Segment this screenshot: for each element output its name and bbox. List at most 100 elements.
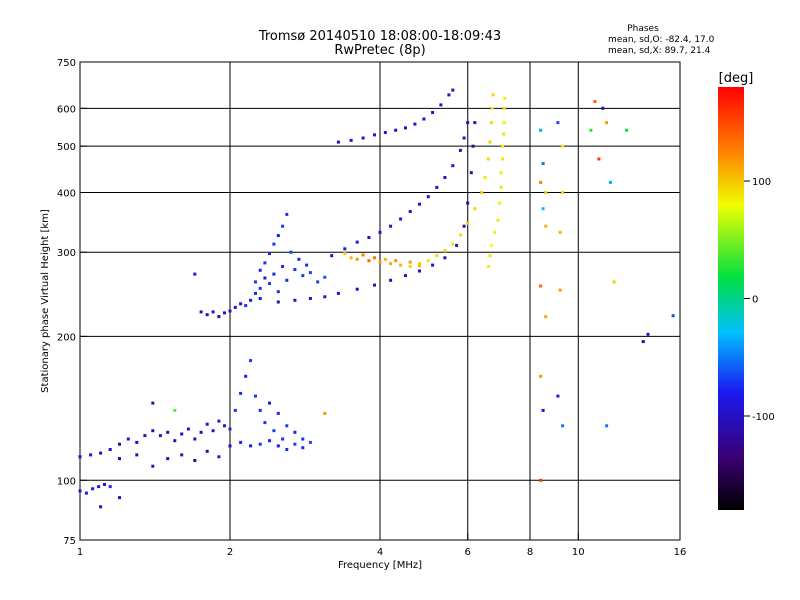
data-point — [539, 478, 543, 482]
data-point — [435, 254, 439, 258]
data-point — [301, 274, 305, 278]
data-point — [193, 459, 197, 462]
data-point — [561, 144, 565, 148]
data-point — [285, 278, 289, 282]
data-point — [249, 359, 253, 363]
phase-heading: Phases — [627, 24, 659, 34]
data-point — [258, 408, 262, 412]
data-point — [272, 242, 276, 246]
data-point — [233, 408, 237, 412]
y-tick-label: 500 — [57, 142, 76, 153]
y-tick-label: 400 — [57, 188, 76, 199]
data-point — [502, 132, 506, 136]
x-axis-ticks: 1 2 4 6 8 10 16 — [77, 533, 686, 558]
colorbar-tick-label: -100 — [752, 412, 775, 423]
data-point — [367, 236, 371, 239]
data-point — [258, 268, 262, 272]
data-point — [281, 224, 285, 228]
data-point — [466, 221, 470, 225]
y-axis-label: Stationary phase Virtual Height [km] — [40, 209, 51, 393]
data-point — [389, 262, 393, 266]
data-point — [349, 256, 353, 260]
data-point — [272, 429, 276, 433]
data-point — [455, 243, 459, 247]
data-point — [558, 230, 562, 234]
data-point — [593, 100, 597, 103]
data-point — [118, 457, 121, 461]
data-point — [502, 121, 506, 125]
y-tick-label: 300 — [57, 248, 76, 259]
data-point — [217, 419, 221, 423]
data-point — [502, 106, 506, 110]
data-point — [199, 310, 203, 314]
x-tick-label: 10 — [572, 547, 585, 558]
data-point — [268, 282, 271, 285]
data-point — [544, 224, 548, 228]
data-point — [447, 93, 451, 97]
x-tick-label: 2 — [227, 547, 233, 558]
data-point — [126, 437, 130, 441]
data-point — [373, 133, 376, 137]
data-point — [118, 442, 121, 446]
data-point — [539, 180, 543, 184]
data-point — [539, 284, 543, 288]
data-point — [301, 437, 305, 441]
data-point — [258, 442, 262, 446]
data-point — [355, 240, 359, 244]
data-point — [228, 309, 232, 313]
data-point — [361, 253, 365, 257]
y-tick-label: 750 — [57, 58, 76, 69]
data-point — [503, 96, 507, 100]
data-point — [285, 424, 289, 428]
data-point — [281, 437, 285, 441]
data-point — [539, 374, 543, 378]
data-point — [646, 332, 650, 336]
data-point — [458, 148, 462, 152]
data-point — [473, 207, 477, 211]
data-point — [166, 457, 170, 461]
data-point — [541, 408, 545, 412]
y-tick-label: 75 — [63, 536, 76, 547]
data-point — [373, 283, 376, 287]
data-point — [451, 88, 455, 92]
data-point — [404, 274, 407, 278]
data-point — [501, 144, 505, 148]
data-point — [458, 233, 462, 237]
data-point — [249, 298, 253, 302]
data-point — [367, 259, 371, 263]
data-point — [539, 128, 543, 132]
data-point — [158, 434, 162, 438]
data-point — [378, 260, 382, 264]
data-point — [404, 126, 407, 130]
data-point — [490, 243, 494, 247]
data-point — [488, 140, 492, 144]
data-point — [108, 485, 112, 489]
colorbar-ticks: 100 0 -100 — [744, 177, 775, 423]
x-tick-label: 8 — [527, 547, 533, 558]
data-point — [193, 272, 197, 276]
data-point — [84, 491, 88, 495]
data-point — [143, 434, 147, 438]
data-point — [258, 286, 262, 290]
data-point — [308, 297, 312, 300]
data-point — [135, 453, 139, 457]
data-point — [285, 212, 289, 216]
data-point — [254, 291, 257, 295]
data-point — [323, 411, 327, 415]
data-point — [561, 424, 565, 428]
data-point — [272, 272, 276, 276]
data-point — [239, 302, 243, 306]
grid-lines — [80, 62, 680, 540]
data-point — [422, 117, 426, 121]
data-point — [431, 111, 435, 114]
data-point — [268, 401, 271, 405]
data-point — [244, 374, 248, 378]
data-point — [462, 224, 466, 228]
data-point — [244, 304, 248, 308]
data-point — [426, 195, 430, 199]
data-point — [135, 440, 139, 444]
data-point — [451, 242, 455, 246]
data-point — [276, 444, 280, 448]
data-point — [151, 401, 155, 405]
data-point — [239, 391, 243, 395]
